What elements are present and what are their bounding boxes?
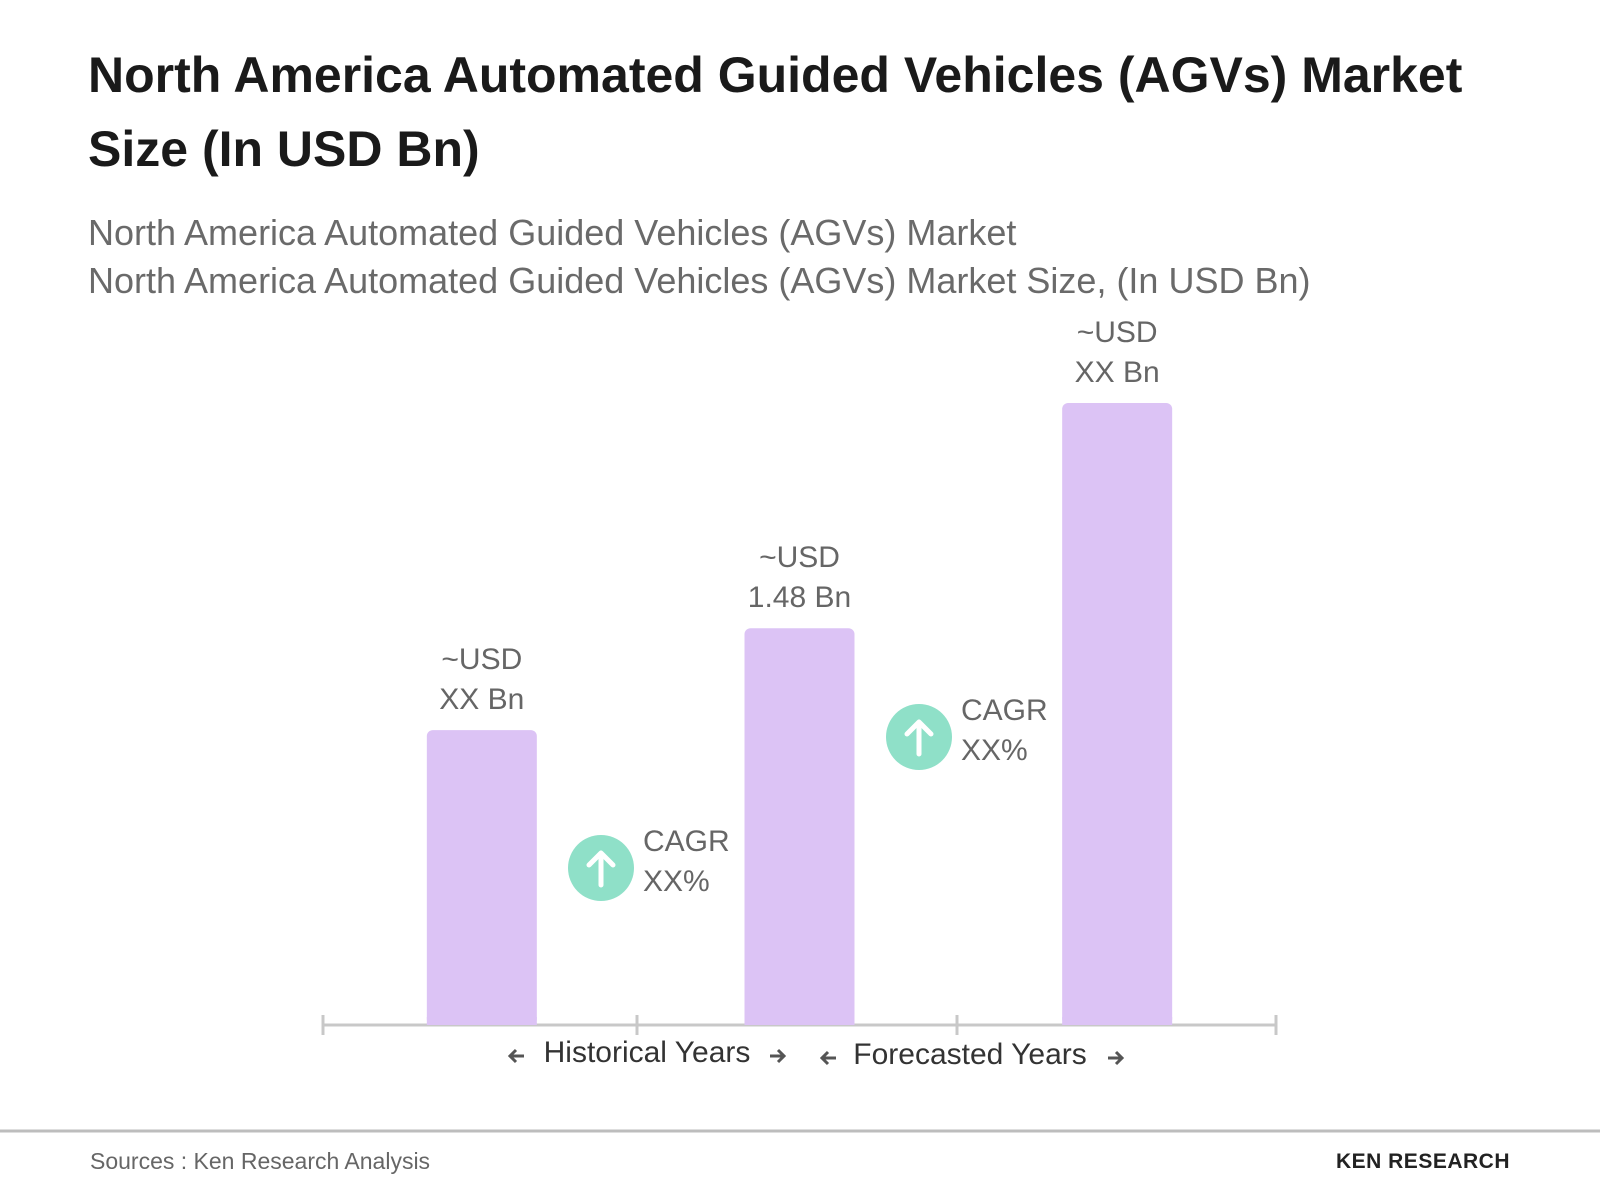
bar-base — [426, 1017, 537, 1025]
bar-base — [744, 1017, 855, 1025]
logo: KEN RESEARCH — [1335, 1150, 1510, 1173]
value-label: ~USD 1.48 Bn — [747, 541, 852, 615]
x-group-label: Forecasted Years — [853, 1038, 1087, 1071]
subtitle: North America Automated Guided Vehicles … — [88, 212, 1017, 253]
chart-title: North America Automated Guided Vehicles … — [88, 47, 1463, 177]
arrow-left — [507, 1048, 524, 1064]
source: Sources : Ken Research Analysis — [90, 1148, 431, 1174]
cagr-label: CAGR XX% — [961, 694, 1048, 767]
bar — [1062, 403, 1173, 1025]
cagr-arrow — [586, 850, 616, 888]
arrow-right — [770, 1048, 787, 1064]
cagr-arrow — [904, 719, 934, 757]
bar — [744, 628, 855, 1025]
group-arrows — [507, 1048, 1125, 1066]
cagr-label: CAGR XX% — [643, 825, 730, 898]
bar — [426, 730, 537, 1025]
subtitle: North America Automated Guided Vehicles … — [88, 260, 1311, 301]
bar-base — [1062, 1017, 1173, 1025]
value-label: ~USD XX Bn — [1074, 316, 1160, 389]
value-label: ~USD XX Bn — [439, 643, 525, 717]
x-group-label: Historical Years — [543, 1036, 751, 1069]
arrow-left — [819, 1050, 836, 1066]
arrow-right — [1108, 1050, 1125, 1066]
